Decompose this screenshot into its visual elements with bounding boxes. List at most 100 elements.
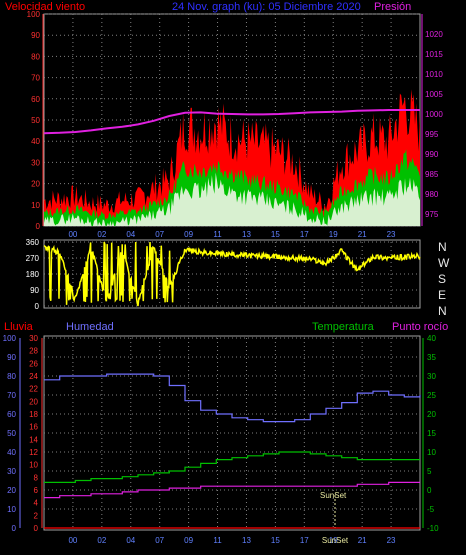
wind-x-tick: 02 xyxy=(97,230,106,239)
wind-gust-area xyxy=(44,89,420,226)
pressure-y-axis: 975 980 985 990 995 1000 1005 1010 1015 1020 xyxy=(421,14,443,226)
humidity-y-tick: 90 xyxy=(7,353,16,362)
rain-y-tick: 8 xyxy=(34,473,39,482)
temperature-label: Temperatura xyxy=(312,321,375,333)
climate-x-tick: 07 xyxy=(155,536,164,545)
wind-y-axis: 0 10 20 30 40 50 60 70 80 90 100 xyxy=(27,10,44,231)
climate-x-tick: 11 xyxy=(213,536,222,545)
climate-x-tick: 00 xyxy=(68,536,77,545)
climate-x-tick: 19 xyxy=(329,536,338,545)
pressure-label: Presión xyxy=(374,1,411,13)
pressure-y-tick: 1000 xyxy=(425,110,443,119)
direction-y-tick: 270 xyxy=(26,254,40,263)
temperature-y-tick: 0 xyxy=(427,486,432,495)
temperature-y-tick: 5 xyxy=(427,467,432,476)
direction-y-tick: 180 xyxy=(26,270,40,279)
pressure-y-tick: 995 xyxy=(425,130,439,139)
wind-x-tick: 11 xyxy=(213,230,222,239)
direction-panel-data xyxy=(43,241,421,307)
direction-panel-grid xyxy=(44,241,420,307)
wind-y-tick: 0 xyxy=(36,222,41,231)
wind-y-tick: 90 xyxy=(31,31,40,40)
wind-x-tick: 15 xyxy=(271,230,280,239)
climate-x-tick: 13 xyxy=(242,536,251,545)
rain-y-tick: 16 xyxy=(29,423,38,432)
climate-panel-grid xyxy=(44,337,420,529)
temperature-y-tick: 25 xyxy=(427,391,436,400)
pressure-y-tick: 1010 xyxy=(425,70,443,79)
direction-y-tick: 0 xyxy=(35,302,40,311)
pressure-y-tick: 975 xyxy=(425,210,439,219)
temperature-y-tick: 15 xyxy=(427,429,436,438)
rain-y-tick: 0 xyxy=(34,524,39,533)
wind-y-tick: 40 xyxy=(31,137,40,146)
direction-y-tick: 90 xyxy=(30,286,39,295)
climate-x-tick: SunSet xyxy=(322,536,349,545)
rain-y-tick: 2 xyxy=(34,511,39,520)
wind-x-tick: 00 xyxy=(68,230,77,239)
direction-letter: N xyxy=(438,240,447,254)
climate-panel-data xyxy=(44,373,421,529)
rain-y-tick: 10 xyxy=(29,461,38,470)
wind-avg-area xyxy=(44,149,420,226)
direction-line xyxy=(43,241,421,307)
dewpoint-line xyxy=(44,481,420,499)
climate-x-tick: 23 xyxy=(387,536,396,545)
humidity-y-tick: 20 xyxy=(7,486,16,495)
pressure-y-tick: 985 xyxy=(425,170,439,179)
humidity-y-tick: 50 xyxy=(7,429,16,438)
wind-y-tick: 30 xyxy=(31,158,40,167)
date-range-label: 24 Nov. graph (ku): 05 Diciembre 2020 xyxy=(172,1,361,13)
dewpoint-label: Punto rocío xyxy=(392,321,448,333)
wind-x-tick: 19 xyxy=(329,230,338,239)
rain-y-tick: 4 xyxy=(34,499,39,508)
temperature-y-tick: 35 xyxy=(427,353,436,362)
wind-speed-label: Velocidad viento xyxy=(5,1,85,13)
pressure-y-tick: 990 xyxy=(425,150,439,159)
sunset-annotation: SunSet xyxy=(320,491,347,500)
direction-letter: E xyxy=(438,288,446,302)
climate-x-tick: 15 xyxy=(271,536,280,545)
rain-y-tick: 12 xyxy=(29,448,38,457)
temperature-y-axis: -10 -5 0 5 10 15 20 25 30 35 40 xyxy=(422,334,439,533)
temperature-y-tick: 40 xyxy=(427,334,436,343)
rain-y-tick: 22 xyxy=(29,385,38,394)
pressure-y-tick: 1015 xyxy=(425,50,443,59)
direction-y-tick: 360 xyxy=(26,238,40,247)
humidity-y-tick: 30 xyxy=(7,467,16,476)
rain-y-tick: 30 xyxy=(29,334,38,343)
wind-y-tick: 70 xyxy=(31,74,40,83)
pressure-y-tick: 1005 xyxy=(425,90,443,99)
humidity-y-tick: 60 xyxy=(7,410,16,419)
wind-low-area xyxy=(44,172,420,226)
wind-y-tick: 80 xyxy=(31,52,40,61)
temperature-y-tick: 20 xyxy=(427,410,436,419)
humidity-y-tick: 70 xyxy=(7,391,16,400)
climate-x-tick: 09 xyxy=(184,536,193,545)
wind-x-tick: 23 xyxy=(387,230,396,239)
climate-x-tick: 17 xyxy=(300,536,309,545)
temperature-y-tick: 10 xyxy=(427,448,436,457)
temperature-line xyxy=(44,451,420,483)
wind-panel-data xyxy=(43,89,420,226)
direction-letter: W xyxy=(438,256,450,270)
wind-x-axis: 00 02 04 07 09 11 13 15 17 19 21 23 xyxy=(68,230,396,239)
wind-y-tick: 60 xyxy=(31,95,40,104)
rain-y-tick: 24 xyxy=(29,372,38,381)
rain-y-tick: 26 xyxy=(29,359,38,368)
direction-letter: S xyxy=(438,272,446,286)
pressure-y-tick: 1020 xyxy=(425,30,443,39)
wind-x-tick: 17 xyxy=(300,230,309,239)
temperature-y-tick: -5 xyxy=(427,505,435,514)
wind-y-tick: 100 xyxy=(27,10,41,19)
humidity-y-tick: 80 xyxy=(7,372,16,381)
rain-y-tick: 14 xyxy=(29,435,38,444)
humidity-y-tick: 100 xyxy=(3,334,17,343)
wind-x-tick: 04 xyxy=(126,230,135,239)
wind-x-tick: 21 xyxy=(358,230,367,239)
rain-label: Lluvia xyxy=(4,321,34,333)
humidity-y-axis: 0 10 20 30 40 50 60 70 80 90 100 xyxy=(3,334,21,533)
wind-x-tick: 13 xyxy=(242,230,251,239)
